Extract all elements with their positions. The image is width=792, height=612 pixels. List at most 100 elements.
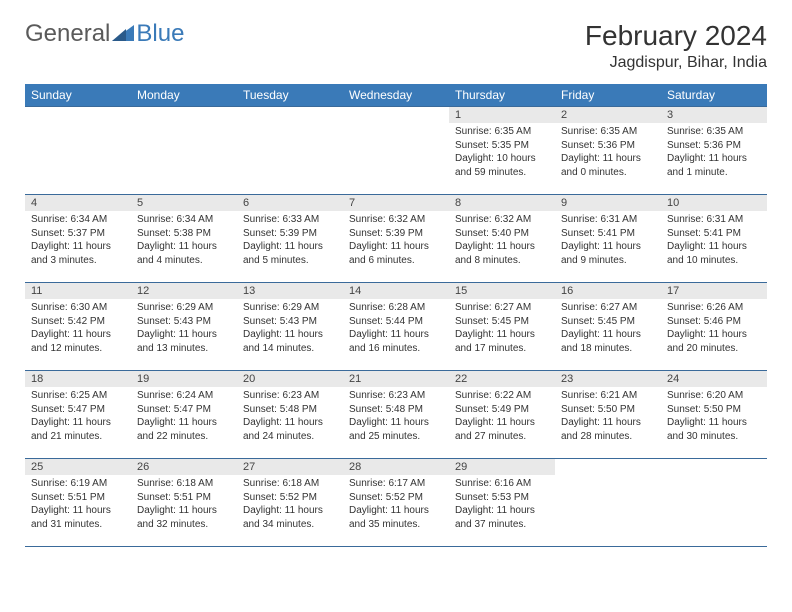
day-details: Sunrise: 6:33 AMSunset: 5:39 PMDaylight:…	[237, 211, 343, 269]
weekday-header: Friday	[555, 84, 661, 107]
weekday-header: Thursday	[449, 84, 555, 107]
calendar-cell: 18Sunrise: 6:25 AMSunset: 5:47 PMDayligh…	[25, 371, 131, 459]
month-title: February 2024	[585, 20, 767, 52]
day-number: 10	[661, 195, 767, 211]
calendar-cell: 14Sunrise: 6:28 AMSunset: 5:44 PMDayligh…	[343, 283, 449, 371]
day-number: 4	[25, 195, 131, 211]
calendar-cell: 26Sunrise: 6:18 AMSunset: 5:51 PMDayligh…	[131, 459, 237, 547]
day-number: 5	[131, 195, 237, 211]
weekday-header: Wednesday	[343, 84, 449, 107]
day-number: 13	[237, 283, 343, 299]
day-number: 2	[555, 107, 661, 123]
calendar-cell: 22Sunrise: 6:22 AMSunset: 5:49 PMDayligh…	[449, 371, 555, 459]
day-number: 17	[661, 283, 767, 299]
calendar-cell	[25, 107, 131, 195]
weekday-header: Monday	[131, 84, 237, 107]
day-details: Sunrise: 6:29 AMSunset: 5:43 PMDaylight:…	[237, 299, 343, 357]
day-number: 19	[131, 371, 237, 387]
day-number: 9	[555, 195, 661, 211]
weekday-header: Tuesday	[237, 84, 343, 107]
calendar-cell: 12Sunrise: 6:29 AMSunset: 5:43 PMDayligh…	[131, 283, 237, 371]
day-details: Sunrise: 6:26 AMSunset: 5:46 PMDaylight:…	[661, 299, 767, 357]
day-details: Sunrise: 6:21 AMSunset: 5:50 PMDaylight:…	[555, 387, 661, 445]
location: Jagdispur, Bihar, India	[585, 54, 767, 72]
logo-text-blue: Blue	[136, 20, 184, 48]
day-number: 14	[343, 283, 449, 299]
day-details: Sunrise: 6:22 AMSunset: 5:49 PMDaylight:…	[449, 387, 555, 445]
day-details: Sunrise: 6:34 AMSunset: 5:38 PMDaylight:…	[131, 211, 237, 269]
day-number: 7	[343, 195, 449, 211]
day-details: Sunrise: 6:16 AMSunset: 5:53 PMDaylight:…	[449, 475, 555, 533]
calendar-cell: 10Sunrise: 6:31 AMSunset: 5:41 PMDayligh…	[661, 195, 767, 283]
calendar-cell: 15Sunrise: 6:27 AMSunset: 5:45 PMDayligh…	[449, 283, 555, 371]
weekday-header: Sunday	[25, 84, 131, 107]
calendar-cell: 17Sunrise: 6:26 AMSunset: 5:46 PMDayligh…	[661, 283, 767, 371]
day-number: 23	[555, 371, 661, 387]
calendar-cell: 1Sunrise: 6:35 AMSunset: 5:35 PMDaylight…	[449, 107, 555, 195]
weekday-header: Saturday	[661, 84, 767, 107]
day-number: 22	[449, 371, 555, 387]
day-details: Sunrise: 6:23 AMSunset: 5:48 PMDaylight:…	[343, 387, 449, 445]
day-number: 21	[343, 371, 449, 387]
day-details: Sunrise: 6:18 AMSunset: 5:52 PMDaylight:…	[237, 475, 343, 533]
day-details: Sunrise: 6:18 AMSunset: 5:51 PMDaylight:…	[131, 475, 237, 533]
calendar-cell	[661, 459, 767, 547]
calendar-cell: 28Sunrise: 6:17 AMSunset: 5:52 PMDayligh…	[343, 459, 449, 547]
day-details: Sunrise: 6:19 AMSunset: 5:51 PMDaylight:…	[25, 475, 131, 533]
day-details: Sunrise: 6:27 AMSunset: 5:45 PMDaylight:…	[449, 299, 555, 357]
day-number: 28	[343, 459, 449, 475]
calendar-cell: 3Sunrise: 6:35 AMSunset: 5:36 PMDaylight…	[661, 107, 767, 195]
day-number: 16	[555, 283, 661, 299]
day-details: Sunrise: 6:28 AMSunset: 5:44 PMDaylight:…	[343, 299, 449, 357]
calendar-row: 18Sunrise: 6:25 AMSunset: 5:47 PMDayligh…	[25, 371, 767, 459]
calendar-cell: 11Sunrise: 6:30 AMSunset: 5:42 PMDayligh…	[25, 283, 131, 371]
calendar-body: 1Sunrise: 6:35 AMSunset: 5:35 PMDaylight…	[25, 107, 767, 547]
day-number: 20	[237, 371, 343, 387]
calendar-cell: 20Sunrise: 6:23 AMSunset: 5:48 PMDayligh…	[237, 371, 343, 459]
calendar-cell: 9Sunrise: 6:31 AMSunset: 5:41 PMDaylight…	[555, 195, 661, 283]
day-number: 24	[661, 371, 767, 387]
calendar-cell: 16Sunrise: 6:27 AMSunset: 5:45 PMDayligh…	[555, 283, 661, 371]
day-number: 3	[661, 107, 767, 123]
calendar-cell: 6Sunrise: 6:33 AMSunset: 5:39 PMDaylight…	[237, 195, 343, 283]
day-number: 12	[131, 283, 237, 299]
day-number: 15	[449, 283, 555, 299]
calendar-row: 1Sunrise: 6:35 AMSunset: 5:35 PMDaylight…	[25, 107, 767, 195]
header: General Blue February 2024 Jagdispur, Bi…	[25, 20, 767, 72]
day-details: Sunrise: 6:30 AMSunset: 5:42 PMDaylight:…	[25, 299, 131, 357]
calendar-row: 11Sunrise: 6:30 AMSunset: 5:42 PMDayligh…	[25, 283, 767, 371]
day-details: Sunrise: 6:35 AMSunset: 5:36 PMDaylight:…	[661, 123, 767, 181]
day-details: Sunrise: 6:32 AMSunset: 5:40 PMDaylight:…	[449, 211, 555, 269]
day-number: 27	[237, 459, 343, 475]
calendar-header-row: SundayMondayTuesdayWednesdayThursdayFrid…	[25, 84, 767, 107]
calendar-cell: 29Sunrise: 6:16 AMSunset: 5:53 PMDayligh…	[449, 459, 555, 547]
day-number: 25	[25, 459, 131, 475]
day-number: 29	[449, 459, 555, 475]
calendar-cell: 24Sunrise: 6:20 AMSunset: 5:50 PMDayligh…	[661, 371, 767, 459]
calendar-cell: 8Sunrise: 6:32 AMSunset: 5:40 PMDaylight…	[449, 195, 555, 283]
day-details: Sunrise: 6:25 AMSunset: 5:47 PMDaylight:…	[25, 387, 131, 445]
title-block: February 2024 Jagdispur, Bihar, India	[585, 20, 767, 72]
day-number: 6	[237, 195, 343, 211]
calendar-cell	[237, 107, 343, 195]
calendar-cell	[131, 107, 237, 195]
logo: General Blue	[25, 20, 184, 48]
day-details: Sunrise: 6:31 AMSunset: 5:41 PMDaylight:…	[661, 211, 767, 269]
day-details: Sunrise: 6:35 AMSunset: 5:35 PMDaylight:…	[449, 123, 555, 181]
calendar-cell: 27Sunrise: 6:18 AMSunset: 5:52 PMDayligh…	[237, 459, 343, 547]
calendar-cell: 23Sunrise: 6:21 AMSunset: 5:50 PMDayligh…	[555, 371, 661, 459]
day-number: 1	[449, 107, 555, 123]
calendar-cell: 21Sunrise: 6:23 AMSunset: 5:48 PMDayligh…	[343, 371, 449, 459]
day-details: Sunrise: 6:35 AMSunset: 5:36 PMDaylight:…	[555, 123, 661, 181]
day-number: 8	[449, 195, 555, 211]
day-details: Sunrise: 6:29 AMSunset: 5:43 PMDaylight:…	[131, 299, 237, 357]
day-details: Sunrise: 6:17 AMSunset: 5:52 PMDaylight:…	[343, 475, 449, 533]
calendar-row: 4Sunrise: 6:34 AMSunset: 5:37 PMDaylight…	[25, 195, 767, 283]
calendar-cell: 5Sunrise: 6:34 AMSunset: 5:38 PMDaylight…	[131, 195, 237, 283]
logo-triangle-icon	[112, 23, 134, 46]
day-details: Sunrise: 6:27 AMSunset: 5:45 PMDaylight:…	[555, 299, 661, 357]
calendar-table: SundayMondayTuesdayWednesdayThursdayFrid…	[25, 84, 767, 547]
calendar-cell: 2Sunrise: 6:35 AMSunset: 5:36 PMDaylight…	[555, 107, 661, 195]
day-details: Sunrise: 6:20 AMSunset: 5:50 PMDaylight:…	[661, 387, 767, 445]
day-number: 18	[25, 371, 131, 387]
